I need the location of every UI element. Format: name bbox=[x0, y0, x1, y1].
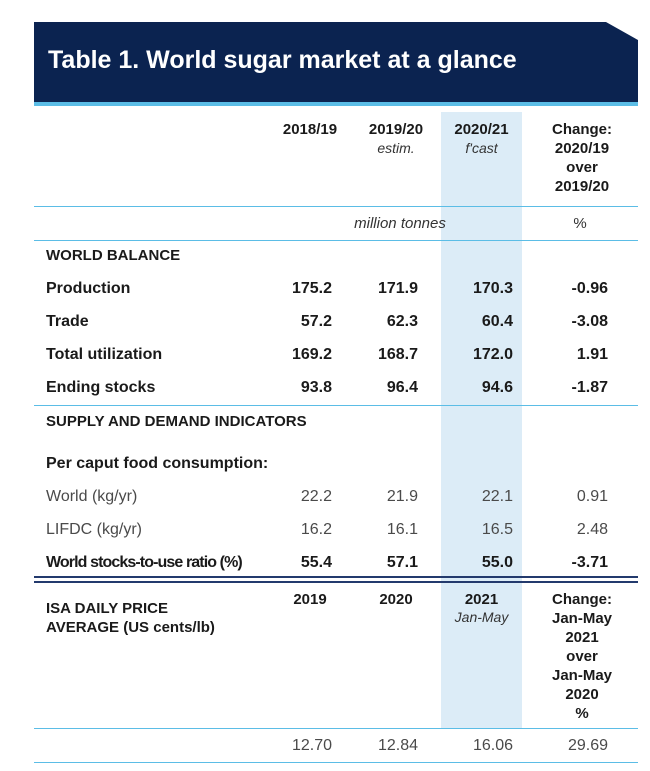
price-value-2021: 16.06 bbox=[472, 737, 513, 754]
divider bbox=[34, 240, 638, 241]
price-label: ISA DAILY PRICE AVERAGE (US cents/lb) bbox=[46, 599, 215, 637]
divider bbox=[34, 728, 638, 729]
header-estim: estim. bbox=[377, 140, 415, 156]
header-2018-19: 2018/19 bbox=[282, 121, 338, 138]
price-header-change: Change: Jan-May 2021 over Jan-May 2020 % bbox=[534, 590, 630, 723]
header-2019-20: 2019/20 bbox=[368, 121, 424, 138]
cell-stocks-2018-19: 93.8 bbox=[300, 379, 332, 396]
forecast-column-highlight bbox=[441, 112, 522, 728]
cell-ratio-2020-21: 55.0 bbox=[481, 554, 513, 571]
cell-production-2019-20: 171.9 bbox=[377, 280, 418, 297]
divider bbox=[34, 762, 638, 763]
section-world-balance: WORLD BALANCE bbox=[46, 247, 181, 264]
row-label-stocks-to-use: World stocks-to-use ratio (%) bbox=[46, 554, 243, 571]
divider bbox=[34, 206, 638, 207]
subheading-per-caput: Per caput food consumption: bbox=[46, 455, 269, 472]
price-change-line: Jan-May bbox=[551, 610, 613, 627]
cell-lifdc-2019-20: 16.1 bbox=[386, 521, 418, 538]
price-change-line: % bbox=[575, 705, 589, 722]
price-change-line: 2021 bbox=[565, 629, 599, 646]
price-change-line: over bbox=[566, 648, 598, 665]
price-label-line: AVERAGE (US cents/lb) bbox=[46, 619, 215, 636]
cell-utilization-change: 1.91 bbox=[576, 346, 608, 363]
cell-production-change: -0.96 bbox=[571, 280, 608, 297]
price-value-change: 29.69 bbox=[567, 737, 608, 754]
header-change-line: over bbox=[566, 159, 598, 176]
header-change: Change: 2020/19 over 2019/20 bbox=[534, 120, 630, 196]
cell-stocks-2020-21: 94.6 bbox=[481, 379, 513, 396]
price-value-2020: 12.84 bbox=[377, 737, 418, 754]
price-header-2019: 2019 bbox=[293, 591, 327, 608]
row-label-lifdc: LIFDC (kg/yr) bbox=[46, 521, 142, 538]
row-label-ending-stocks: Ending stocks bbox=[46, 379, 156, 396]
row-label-world: World (kg/yr) bbox=[46, 488, 138, 505]
row-label-production: Production bbox=[46, 280, 131, 297]
header-change-line: 2020/19 bbox=[554, 140, 610, 157]
cell-world-2018-19: 22.2 bbox=[300, 488, 332, 505]
header-2020-21: 2020/21 bbox=[454, 121, 509, 138]
cell-trade-2019-20: 62.3 bbox=[386, 313, 418, 330]
header-change-line: Change: bbox=[552, 121, 612, 138]
cell-world-2020-21: 22.1 bbox=[481, 488, 513, 505]
price-value-2019: 12.70 bbox=[291, 737, 332, 754]
header-fcast: f'cast bbox=[465, 140, 498, 156]
price-label-line: ISA DAILY PRICE bbox=[46, 600, 168, 617]
units-million-tonnes: million tonnes bbox=[354, 215, 446, 232]
price-header-jan-may: Jan-May bbox=[454, 609, 509, 625]
title-banner bbox=[34, 22, 638, 106]
row-label-total-utilization: Total utilization bbox=[46, 346, 163, 363]
cell-trade-change: -3.08 bbox=[571, 313, 608, 330]
price-change-line: Jan-May bbox=[551, 667, 613, 684]
units-percent: % bbox=[573, 215, 587, 232]
cell-ratio-2019-20: 57.1 bbox=[386, 554, 418, 571]
cell-stocks-2019-20: 96.4 bbox=[386, 379, 418, 396]
cell-utilization-2018-19: 169.2 bbox=[291, 346, 332, 363]
cell-utilization-2020-21: 172.0 bbox=[472, 346, 513, 363]
price-header-2021: 2021 bbox=[464, 591, 499, 608]
row-label-trade: Trade bbox=[46, 313, 89, 330]
cell-trade-2020-21: 60.4 bbox=[481, 313, 513, 330]
title-banner-shape bbox=[34, 22, 638, 106]
cell-stocks-change: -1.87 bbox=[571, 379, 608, 396]
price-header-2020: 2020 bbox=[379, 591, 413, 608]
cell-production-2018-19: 175.2 bbox=[291, 280, 332, 297]
cell-trade-2018-19: 57.2 bbox=[300, 313, 332, 330]
cell-lifdc-2018-19: 16.2 bbox=[300, 521, 332, 538]
header-change-line: 2019/20 bbox=[554, 178, 610, 195]
cell-production-2020-21: 170.3 bbox=[472, 280, 513, 297]
cell-ratio-2018-19: 55.4 bbox=[300, 554, 332, 571]
price-change-line: 2020 bbox=[565, 686, 599, 703]
cell-world-change: 0.91 bbox=[576, 488, 608, 505]
double-divider bbox=[34, 576, 638, 583]
section-supply-demand: SUPPLY AND DEMAND INDICATORS bbox=[46, 413, 307, 430]
cell-lifdc-2020-21: 16.5 bbox=[481, 521, 513, 538]
price-change-line: Change: bbox=[552, 591, 612, 608]
table-title: Table 1. World sugar market at a glance bbox=[48, 46, 517, 74]
cell-world-2019-20: 21.9 bbox=[386, 488, 418, 505]
cell-utilization-2019-20: 168.7 bbox=[377, 346, 418, 363]
cell-ratio-change: -3.71 bbox=[571, 554, 608, 571]
cell-lifdc-change: 2.48 bbox=[576, 521, 608, 538]
divider bbox=[34, 405, 638, 406]
